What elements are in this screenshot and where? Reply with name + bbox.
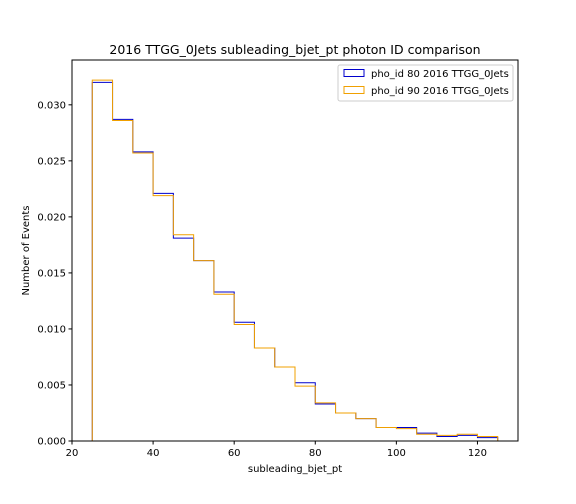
chart-title: 2016 TTGG_0Jets subleading_bjet_pt photo… <box>109 42 480 57</box>
y-tick-label: 0.025 <box>37 156 66 167</box>
x-tick-label: 40 <box>147 448 160 459</box>
y-tick-label: 0.005 <box>37 380 66 391</box>
x-tick-label: 80 <box>309 448 322 459</box>
legend-swatch-pho-id-90 <box>343 86 365 94</box>
legend-swatch-pho-id-80 <box>343 69 365 77</box>
y-tick-label: 0.000 <box>37 437 66 448</box>
axes-frame <box>71 59 519 442</box>
series-layer <box>91 79 499 441</box>
legend-label-pho-id-90: pho_id 90 2016 TTGG_0Jets <box>371 86 509 97</box>
x-axis-label: subleading_bjet_pt <box>248 464 342 475</box>
y-tick-label: 0.020 <box>37 212 66 223</box>
x-tick-label: 100 <box>387 448 406 459</box>
y-tick-label: 0.010 <box>37 324 66 335</box>
x-tick-label: 60 <box>228 448 241 459</box>
x-tick-label: 120 <box>468 448 487 459</box>
series-line-pho-id-90 <box>91 79 499 441</box>
y-axis-label: Number of Events <box>21 205 32 295</box>
legend-box <box>337 64 514 102</box>
x-axis-ticks: 20 40 60 80 100 120 <box>66 441 487 459</box>
y-axis-ticks: 0.000 0.005 0.010 0.015 0.020 0.025 0.030 <box>37 100 72 448</box>
legend: pho_id 80 2016 TTGG_0Jets pho_id 90 2016… <box>337 64 514 102</box>
y-tick-label: 0.030 <box>37 100 66 111</box>
x-tick-label: 20 <box>66 448 79 459</box>
y-tick-label: 0.015 <box>37 268 66 279</box>
series-line-pho-id-80 <box>91 81 499 441</box>
legend-label-pho-id-80: pho_id 80 2016 TTGG_0Jets <box>371 69 509 80</box>
